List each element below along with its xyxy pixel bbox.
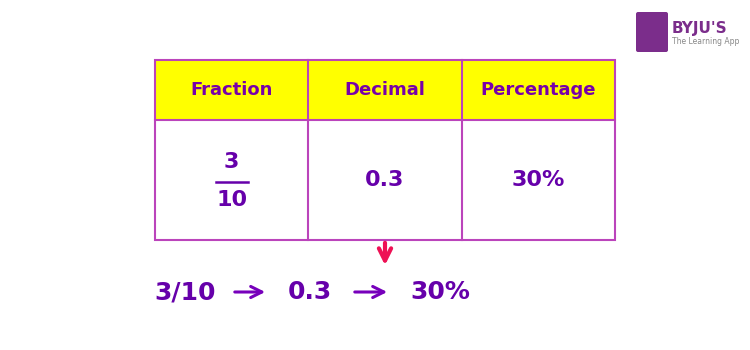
Text: 0.3: 0.3 [365, 170, 405, 190]
Text: 30%: 30% [410, 280, 470, 304]
FancyBboxPatch shape [636, 12, 668, 52]
Text: Decimal: Decimal [344, 81, 425, 99]
Text: 0.3: 0.3 [288, 280, 332, 304]
Text: Percentage: Percentage [481, 81, 596, 99]
Bar [155, 120, 615, 240]
Text: 3: 3 [224, 152, 239, 172]
Text: The Learning App: The Learning App [672, 36, 740, 46]
Text: 30%: 30% [512, 170, 565, 190]
Text: 3/10: 3/10 [154, 280, 216, 304]
Bar [155, 60, 615, 120]
Bar [155, 60, 615, 240]
Text: BYJU'S: BYJU'S [672, 21, 728, 35]
Text: Fraction: Fraction [190, 81, 273, 99]
Text: 10: 10 [216, 190, 248, 210]
